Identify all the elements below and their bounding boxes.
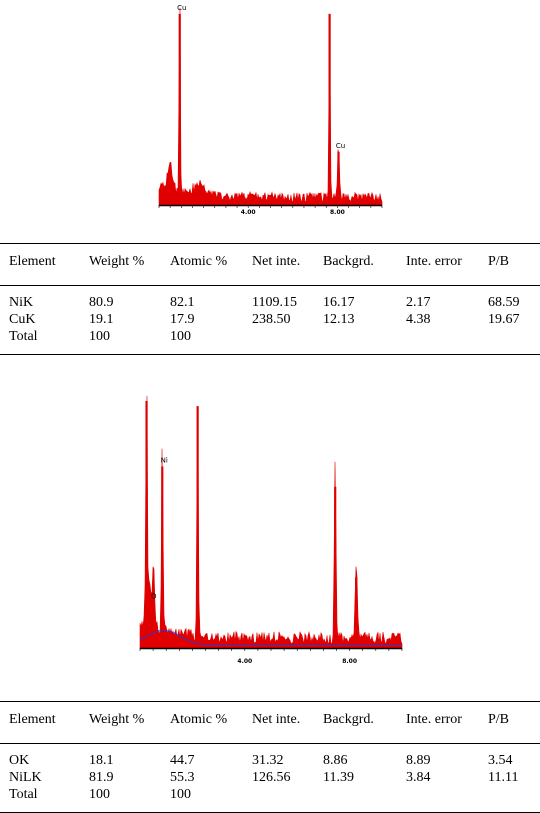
header-pb: P/B — [479, 701, 540, 744]
cell: 80.9 — [89, 295, 114, 310]
cell: OK — [9, 753, 30, 768]
x-tick-label: 4.00 — [241, 209, 256, 216]
cell: Total — [0, 329, 80, 355]
header-weight: Weight % — [80, 243, 161, 286]
cell: 3.54 — [488, 753, 513, 768]
table-row: OK 18.1 44.7 31.32 8.86 8.89 3.54 — [0, 744, 540, 771]
peak-label: O — [151, 593, 157, 601]
x-tick-label: 8.00 — [342, 658, 357, 665]
cell: 11.39 — [323, 770, 354, 785]
header-net-inte: Net inte. — [243, 243, 314, 286]
cell: 81.9 — [89, 770, 114, 785]
cell: 12.13 — [323, 312, 355, 327]
peak-label: Cu — [336, 142, 345, 150]
peak-label: Ni — [161, 457, 168, 465]
cell: NiLK — [9, 770, 42, 785]
eds-spectrum-2: 4.00 8.00 Ni O — [139, 395, 403, 665]
cell — [243, 787, 314, 813]
header-element: Element — [0, 243, 80, 286]
cell: CuK — [9, 312, 36, 327]
cell: NiK — [9, 295, 34, 310]
cell: 17.9 — [170, 312, 195, 327]
peak-label: Cu — [177, 4, 186, 12]
table-header-row: Element Weight % Atomic % Net inte. Back… — [0, 243, 540, 286]
composition-table-1: Element Weight % Atomic % Net inte. Back… — [0, 243, 540, 355]
cell: 11.11 — [488, 770, 519, 785]
table-row: NiK 80.9 82.1 1109.15 16.17 2.17 68.59 — [0, 286, 540, 313]
cell — [479, 787, 540, 813]
header-pb: P/B — [479, 243, 540, 286]
cell: 4.38 — [406, 312, 431, 327]
table-row: CuK 19.1 17.9 238.50 12.13 4.38 19.67 — [0, 312, 540, 329]
cell: 19.67 — [488, 312, 520, 327]
cell: 100 — [161, 787, 243, 813]
header-inte-error: Inte. error — [397, 701, 479, 744]
cell: 8.89 — [406, 753, 431, 768]
cell: 19.1 — [89, 312, 114, 327]
cell: 68.59 — [488, 295, 520, 310]
x-tick-label: 4.00 — [237, 658, 252, 665]
header-element: Element — [0, 701, 80, 744]
spectrum-trace — [158, 7, 383, 206]
cell: 82.1 — [170, 295, 195, 310]
cell — [314, 329, 397, 355]
cell — [479, 329, 540, 355]
cell — [243, 329, 314, 355]
table-row: NiLK 81.9 55.3 126.56 11.39 3.84 11.11 — [0, 770, 540, 787]
header-backgrd: Backgrd. — [314, 701, 397, 744]
cell: 55.3 — [170, 770, 195, 785]
cell — [314, 787, 397, 813]
cell: 2.17 — [406, 295, 431, 310]
cell — [397, 787, 479, 813]
cell: 44.7 — [170, 753, 195, 768]
header-backgrd: Backgrd. — [314, 243, 397, 286]
table-row: Total 100 100 — [0, 787, 540, 813]
eds-spectrum-1: 4.00 8.00 Cu Cu — [158, 4, 383, 216]
header-atomic: Atomic % — [161, 701, 243, 744]
spectrum-trace — [139, 395, 403, 649]
cell: Total — [0, 787, 80, 813]
cell: 100 — [80, 329, 161, 355]
table-header-row: Element Weight % Atomic % Net inte. Back… — [0, 701, 540, 744]
header-weight: Weight % — [80, 701, 161, 744]
cell: 16.17 — [323, 295, 355, 310]
cell: 8.86 — [323, 753, 348, 768]
cell — [397, 329, 479, 355]
header-net-inte: Net inte. — [243, 701, 314, 744]
composition-table-2: Element Weight % Atomic % Net inte. Back… — [0, 701, 540, 813]
x-tick-label: 8.00 — [330, 209, 345, 216]
cell: 238.50 — [252, 312, 291, 327]
table-row: Total 100 100 — [0, 329, 540, 355]
header-inte-error: Inte. error — [397, 243, 479, 286]
background-fit-curve — [139, 629, 402, 646]
cell: 100 — [80, 787, 161, 813]
cell: 100 — [161, 329, 243, 355]
cell: 3.84 — [406, 770, 431, 785]
cell: 31.32 — [252, 753, 284, 768]
cell: 1109.15 — [252, 295, 297, 310]
cell: 18.1 — [89, 753, 114, 768]
header-atomic: Atomic % — [161, 243, 243, 286]
cell: 126.56 — [252, 770, 291, 785]
